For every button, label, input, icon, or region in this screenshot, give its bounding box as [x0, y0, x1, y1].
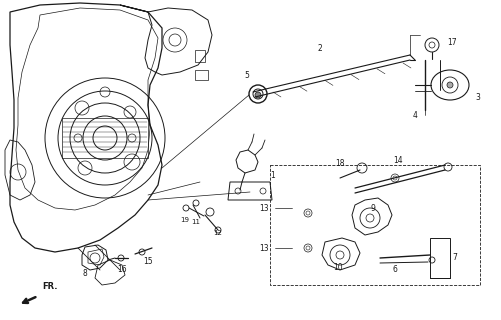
Text: 5: 5	[244, 70, 249, 79]
Text: 16: 16	[117, 266, 127, 275]
Text: 13: 13	[259, 204, 268, 212]
Text: 18: 18	[335, 158, 344, 167]
Text: 9: 9	[370, 204, 375, 212]
Text: 6: 6	[392, 266, 397, 275]
Circle shape	[446, 82, 452, 88]
Bar	[429, 238, 449, 278]
Text: 7: 7	[452, 253, 456, 262]
Text: 13: 13	[259, 244, 268, 252]
Text: 1: 1	[270, 171, 275, 180]
Circle shape	[255, 92, 261, 98]
Text: FR.: FR.	[42, 282, 58, 291]
Text: 17: 17	[446, 37, 456, 46]
Text: 3: 3	[474, 92, 479, 101]
Text: 11: 11	[191, 219, 200, 225]
Bar	[270, 165, 479, 285]
Text: 4: 4	[412, 110, 417, 119]
Text: 15: 15	[143, 258, 152, 267]
Text: 10: 10	[333, 263, 342, 273]
Text: 8: 8	[83, 268, 87, 277]
Text: 14: 14	[392, 156, 402, 164]
Text: 12: 12	[213, 230, 222, 236]
Text: 2: 2	[317, 44, 322, 52]
Text: 19: 19	[180, 217, 189, 223]
